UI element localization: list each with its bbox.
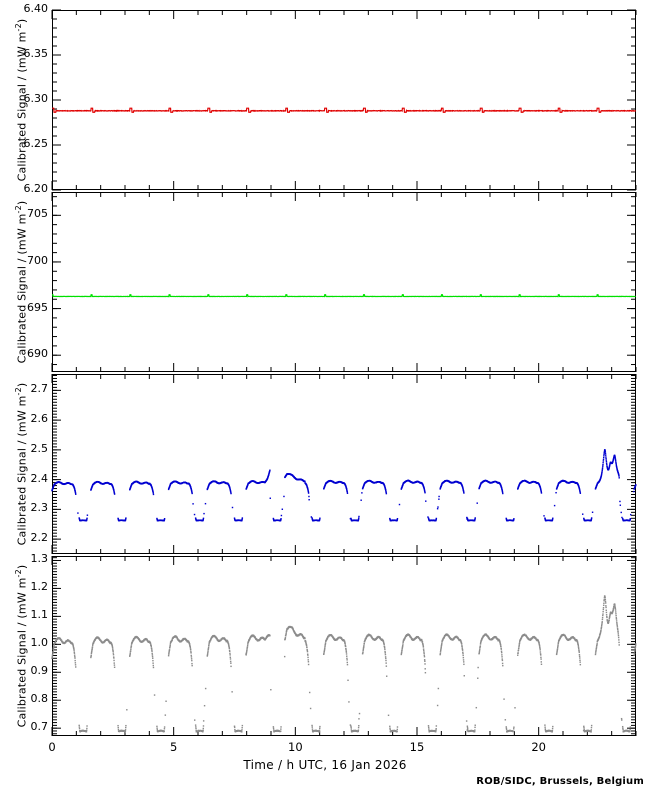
y-tick-label: 0.8 bbox=[30, 692, 49, 706]
y-tick-label: 2.5 bbox=[30, 441, 49, 455]
y-tick-label: 6.30 bbox=[23, 92, 49, 105]
plot-frame-2 bbox=[52, 374, 636, 554]
y-tick-label: 6.35 bbox=[23, 47, 49, 60]
y-tick-label: 0.7 bbox=[30, 720, 49, 734]
x-tick-label: 20 bbox=[531, 740, 546, 754]
y-tick-label: 6.20 bbox=[23, 182, 49, 195]
y-tick-label: 2.2 bbox=[30, 531, 49, 545]
y-tick-label: 2.6 bbox=[30, 412, 49, 426]
y-tick-label: 6.40 bbox=[23, 2, 49, 15]
y-tick-label: 705 bbox=[27, 207, 48, 221]
y-tick-label: 690 bbox=[27, 347, 48, 361]
x-axis-title: Time / h UTC, 16 Jan 2026 bbox=[243, 758, 407, 772]
y-tick-label: 1.3 bbox=[30, 552, 49, 566]
x-tick-label: 15 bbox=[409, 740, 425, 754]
y-tick-label: 695 bbox=[27, 300, 48, 314]
x-tick-label: 10 bbox=[288, 740, 303, 754]
plot-frame-1 bbox=[52, 192, 636, 372]
y-tick-label: 6.25 bbox=[23, 137, 49, 150]
y-tick-label: 2.7 bbox=[30, 382, 49, 396]
y-tick-label: 2.3 bbox=[30, 501, 49, 515]
x-tick-label: 0 bbox=[48, 740, 56, 754]
y-tick-label: 0.9 bbox=[30, 664, 49, 678]
y-tick-label: 2.4 bbox=[30, 471, 49, 485]
y-tick-label: 700 bbox=[27, 253, 48, 267]
y-tick-label: 1.2 bbox=[30, 580, 49, 594]
y-axis-label-2: Calibrated Signal / (mW m-2) bbox=[14, 382, 29, 546]
y-tick-label: 1.0 bbox=[30, 636, 49, 650]
plot-frame-3 bbox=[52, 556, 636, 736]
x-tick-label: 5 bbox=[169, 740, 178, 754]
y-tick-label: 1.1 bbox=[30, 608, 49, 622]
credit-line: ROB/SIDC, Brussels, Belgium bbox=[476, 776, 644, 787]
plot-frame-0 bbox=[52, 10, 636, 190]
